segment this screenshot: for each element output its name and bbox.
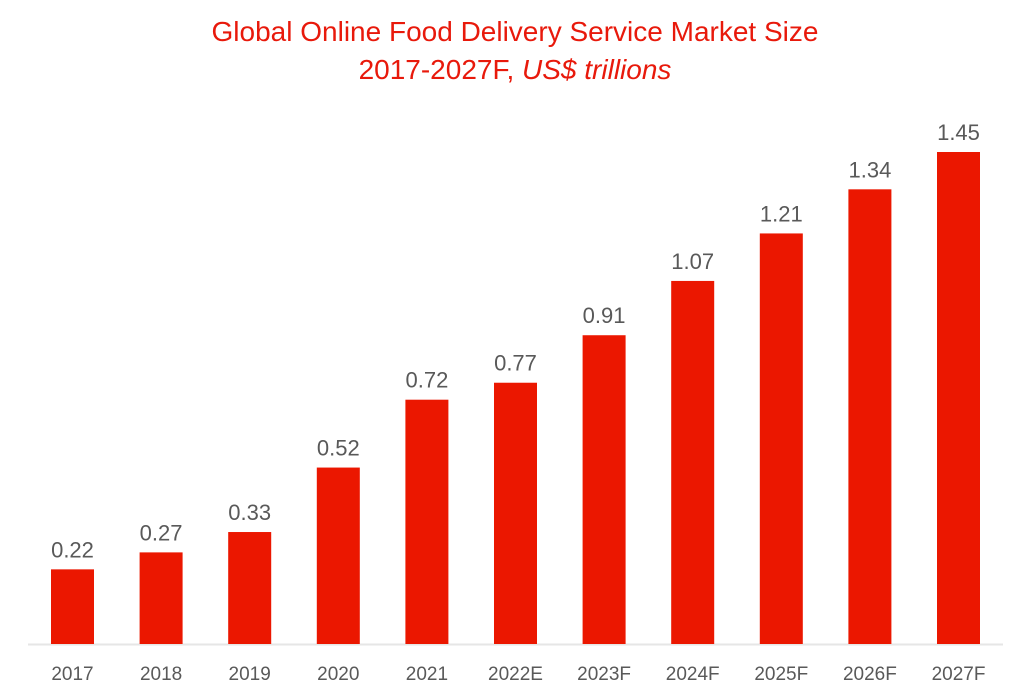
- x-tick-label: 2027F: [932, 664, 986, 685]
- data-label-2021: 0.72: [405, 368, 448, 393]
- data-label-2024F: 1.07: [671, 249, 714, 274]
- subtitle-period: 2017-2027F,: [358, 54, 515, 85]
- data-label-2026F: 1.34: [848, 157, 891, 182]
- data-label-2017: 0.22: [51, 537, 94, 562]
- x-tick-label: 2025F: [754, 664, 808, 685]
- data-label-2020: 0.52: [317, 436, 360, 461]
- x-tick-label: 2024F: [666, 664, 720, 685]
- data-label-2019: 0.33: [228, 500, 271, 525]
- data-label-2027F: 1.45: [937, 120, 980, 145]
- x-tick-label: 2018: [140, 664, 182, 685]
- x-tick-label: 2020: [317, 664, 359, 685]
- data-label-2018: 0.27: [140, 520, 183, 545]
- chart-subtitle: 2017-2027F, US$ trillions: [0, 51, 1018, 89]
- bar-2020: [316, 467, 360, 644]
- x-tick-label: 2021: [406, 664, 448, 685]
- data-label-2025F: 1.21: [760, 201, 803, 226]
- x-tick-label: 2022E: [488, 664, 543, 685]
- bar-2023F: [582, 335, 626, 644]
- bar-2017: [51, 569, 94, 644]
- x-tick-label: 2026F: [843, 664, 897, 685]
- x-tick-label: 2017: [51, 664, 93, 685]
- bar-2021: [405, 399, 449, 644]
- bar-2026F: [848, 189, 892, 644]
- subtitle-unit: US$ trillions: [522, 54, 672, 85]
- bar-2025F: [759, 233, 803, 644]
- bar-2019: [228, 532, 272, 644]
- data-label-2022E: 0.77: [494, 351, 537, 376]
- chart-title: Global Online Food Delivery Service Mark…: [211, 16, 819, 47]
- bar-2022E: [494, 382, 537, 644]
- x-tick-label: 2019: [229, 664, 271, 685]
- bar-2018: [139, 552, 183, 644]
- data-label-2023F: 0.91: [583, 303, 626, 328]
- bar-2027F: [937, 152, 980, 644]
- x-tick-label: 2023F: [577, 664, 631, 685]
- bar-2024F: [671, 280, 715, 644]
